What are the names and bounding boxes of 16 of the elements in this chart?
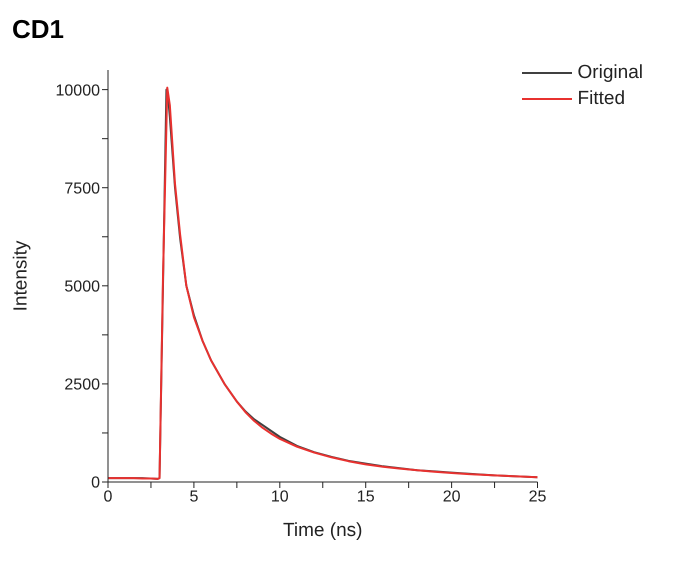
y-axis-title: Intensity: [10, 240, 32, 312]
chart-title: CD1: [12, 14, 64, 45]
x-axis-title: Time (ns): [282, 520, 363, 541]
y-tick-label: 5000: [64, 278, 100, 296]
x-tick-label: 20: [442, 488, 461, 506]
x-tick-label: 0: [104, 488, 113, 506]
legend-label: Original: [578, 61, 643, 85]
y-tick-label: 7500: [64, 180, 100, 198]
x-tick-label: 25: [528, 488, 547, 506]
legend-label: Fitted: [578, 87, 626, 111]
x-tick-label: 15: [356, 488, 375, 506]
y-tick-label: 2500: [64, 376, 100, 394]
y-tick-label: 10000: [56, 82, 100, 100]
x-tick-label: 5: [189, 488, 198, 506]
x-tick-label: 10: [270, 488, 289, 506]
y-tick-label: 0: [91, 474, 100, 492]
